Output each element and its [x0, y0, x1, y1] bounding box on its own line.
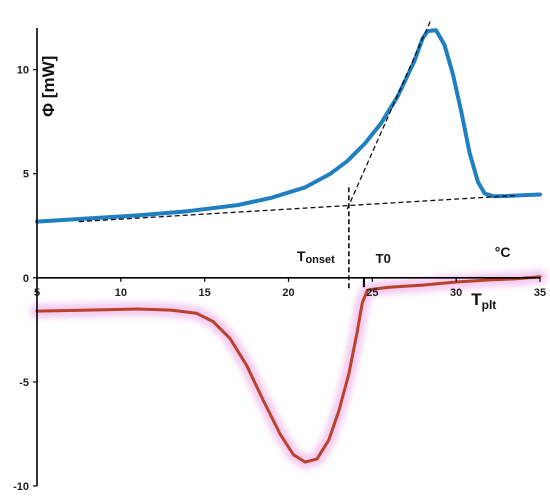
x-tick-label: 10 [115, 287, 127, 299]
tplt-sub: plt [482, 298, 497, 312]
y-tick-label: 5 [23, 169, 29, 181]
tplt-label: Tplt [471, 290, 496, 312]
chart-marks [30, 19, 547, 470]
x-tick-label: 25 [366, 287, 378, 299]
annotations: Φ [mW] Tonset T0 °C Tplt [39, 56, 510, 312]
y-axis-label: Φ [mW] [39, 56, 58, 117]
series-line-blue [35, 28, 542, 224]
tonset-sub: onset [305, 254, 335, 266]
x-tick-label: 35 [534, 287, 546, 299]
y-tick-label: 10 [17, 65, 29, 77]
y-tick-label: 0 [23, 273, 29, 285]
chart-axes [33, 28, 541, 487]
y-tick-label: -5 [19, 377, 29, 389]
x-tick-label: 20 [282, 287, 294, 299]
degree-celsius-label: °C [495, 244, 511, 260]
tangent-dashed-line [346, 19, 432, 210]
tplt-main: T [471, 290, 482, 309]
tonset-main: T [297, 248, 306, 264]
tonset-label: Tonset [297, 248, 335, 266]
baseline-dashed-line [78, 194, 515, 223]
red-curve-glow [30, 269, 547, 470]
series-line-red [35, 275, 542, 464]
x-tick-label: 30 [450, 287, 462, 299]
x-tick-label: 5 [34, 287, 40, 299]
t0-label: T0 [376, 251, 391, 266]
x-tick-label: 15 [199, 287, 211, 299]
y-tick-label: -10 [13, 481, 29, 493]
